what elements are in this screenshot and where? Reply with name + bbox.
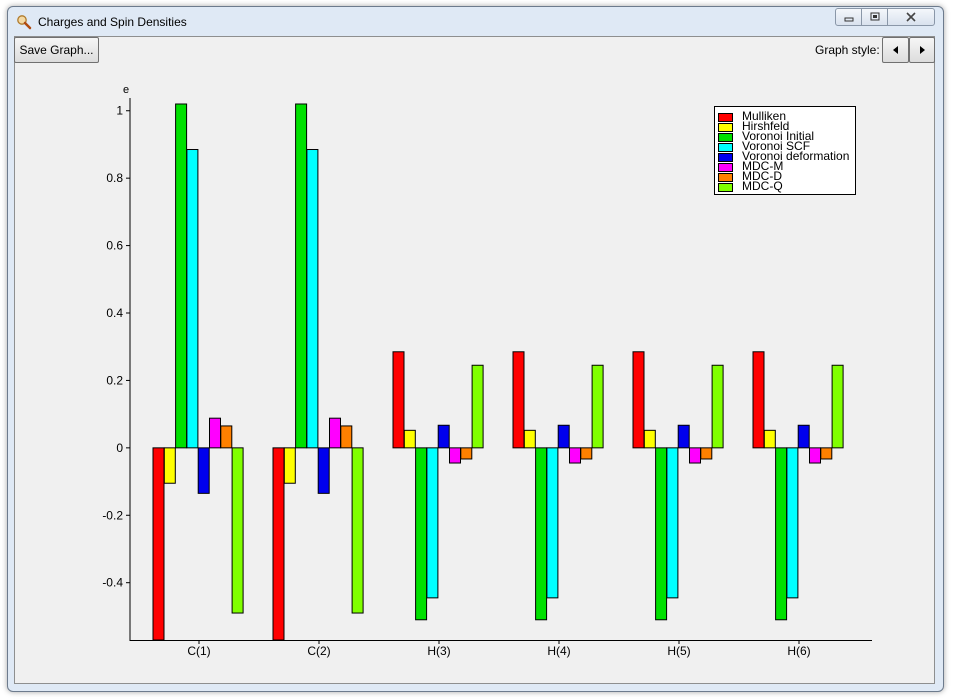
legend-swatch — [718, 173, 733, 182]
arrow-left-icon — [893, 46, 898, 54]
bar-voronoi-scf — [186, 149, 199, 449]
bar-voronoi-initial — [175, 103, 188, 449]
legend-swatch — [718, 123, 733, 132]
bar-mdc-q — [471, 364, 484, 449]
chart-legend: Mulliken Hirshfeld Voronoi Initial Voronoi … — [714, 106, 856, 195]
bar-voronoi-scf — [426, 447, 439, 599]
y-tick-label: 0.8 — [106, 171, 123, 185]
x-tick-label: H(5) — [667, 644, 690, 658]
x-tick-label: H(6) — [787, 644, 810, 658]
y-tick-label: 0.4 — [106, 306, 123, 320]
bar-hirshfeld — [523, 429, 536, 449]
bar-mdc-q — [231, 447, 244, 614]
save-graph-button[interactable]: Save Graph... — [14, 37, 99, 63]
x-tick-label: C(1) — [187, 644, 210, 658]
bar-mdc-q — [831, 364, 844, 449]
bar-voronoi-initial — [295, 103, 308, 449]
legend-swatch — [718, 183, 733, 192]
bar-mulliken — [752, 351, 765, 449]
graph-style-next-button[interactable] — [909, 37, 935, 63]
bar-hirshfeld — [163, 447, 176, 484]
bar-mdc-d — [220, 425, 233, 449]
bar-mulliken — [392, 351, 405, 449]
bar-mdc-m — [809, 447, 821, 464]
bar-voronoi-initial — [415, 447, 428, 621]
minimize-icon — [844, 17, 853, 22]
bar-voronoi-deformation — [797, 424, 810, 449]
bar-mdc-m — [569, 447, 581, 464]
bar-mdc-m — [689, 447, 701, 464]
bar-voronoi-initial — [655, 447, 668, 621]
bar-mulliken — [632, 351, 645, 449]
y-tick-label: -0.4 — [102, 576, 123, 590]
bar-mdc-d — [580, 447, 593, 460]
bar-voronoi-scf — [786, 447, 799, 599]
bar-voronoi-deformation — [557, 424, 570, 449]
bar-mulliken — [512, 351, 525, 449]
legend-swatch — [718, 153, 733, 162]
window-title: Charges and Spin Densities — [38, 15, 187, 29]
legend-swatch — [718, 163, 733, 172]
bar-voronoi-scf — [546, 447, 559, 599]
y-axis-label: e — [123, 84, 129, 96]
x-tick-label: H(3) — [427, 644, 450, 658]
bar-mdc-m — [329, 417, 341, 449]
bar-voronoi-deformation — [197, 447, 210, 494]
y-tick-label: 0.2 — [106, 373, 123, 387]
close-icon — [906, 12, 916, 22]
legend-swatch — [718, 133, 733, 142]
bar-mdc-q — [591, 364, 604, 449]
x-tick-label: C(2) — [307, 644, 330, 658]
bar-mdc-q — [351, 447, 364, 614]
bar-mdc-d — [460, 447, 473, 460]
bar-voronoi-deformation — [677, 424, 690, 449]
x-tick-label: H(4) — [547, 644, 570, 658]
legend-label: MDC-Q — [742, 179, 783, 193]
legend-label: MDC-M — [742, 159, 784, 173]
bar-voronoi-deformation — [317, 447, 330, 494]
legend-label: Voronoi SCF — [742, 139, 811, 153]
y-tick-label: -0.2 — [102, 508, 123, 522]
legend-label: MDC-D — [742, 169, 782, 183]
bar-voronoi-initial — [535, 447, 548, 621]
bar-mdc-q — [711, 364, 724, 449]
graph-style-label: Graph style: — [815, 43, 880, 57]
bar-voronoi-initial — [775, 447, 788, 621]
arrow-right-icon — [920, 46, 925, 54]
bar-mdc-m — [209, 417, 221, 449]
bar-mulliken — [152, 447, 165, 641]
restore-icon — [870, 12, 879, 21]
y-tick-label: 0 — [116, 441, 123, 455]
bar-voronoi-deformation — [437, 424, 450, 449]
graph-style-prev-button[interactable] — [882, 37, 909, 63]
y-tick-label: 1 — [116, 104, 123, 118]
bar-hirshfeld — [643, 429, 656, 449]
bar-hirshfeld — [403, 429, 416, 449]
legend-label: Voronoi deformation — [742, 149, 850, 163]
minimize-button[interactable] — [835, 8, 862, 26]
legend-label: Hirshfeld — [742, 119, 790, 133]
save-graph-label: Save Graph... — [19, 43, 94, 57]
bar-mdc-d — [820, 447, 833, 460]
legend-label: Voronoi Initial — [742, 129, 815, 143]
bar-voronoi-scf — [306, 149, 319, 449]
bar-mdc-m — [449, 447, 461, 464]
legend-label: Mulliken — [742, 109, 787, 123]
close-button[interactable] — [887, 8, 935, 26]
legend-swatch — [718, 113, 733, 122]
bar-voronoi-scf — [666, 447, 679, 599]
bar-mulliken — [272, 447, 285, 641]
legend-swatch — [718, 143, 733, 152]
bar-hirshfeld — [763, 429, 776, 449]
bar-mdc-d — [700, 447, 713, 460]
y-tick-label: 0.6 — [106, 239, 123, 253]
bar-hirshfeld — [283, 447, 296, 484]
bar-mdc-d — [340, 425, 353, 449]
title-bar[interactable]: Charges and Spin Densities — [8, 7, 943, 35]
app-icon — [17, 15, 32, 30]
